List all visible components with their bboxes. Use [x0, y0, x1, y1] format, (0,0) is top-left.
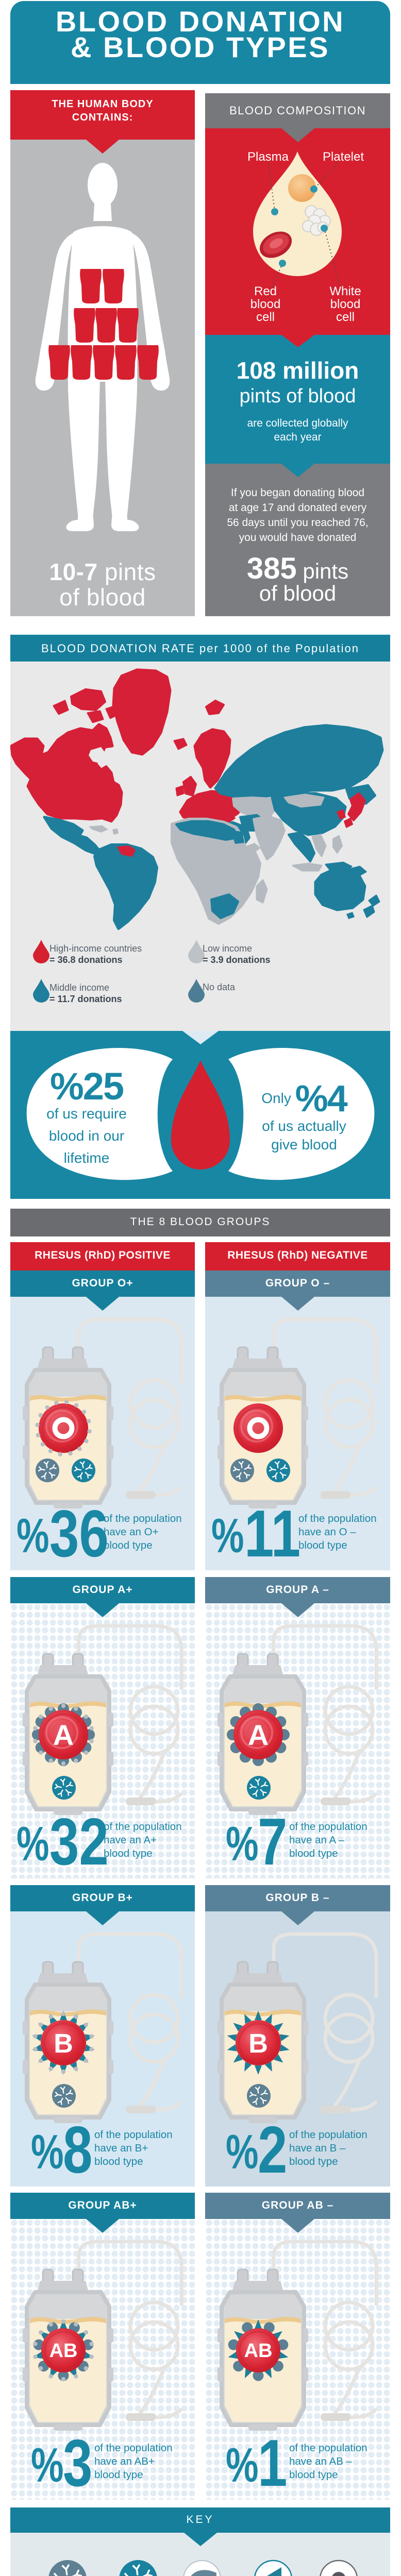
svg-text:B: B [248, 2029, 268, 2059]
svg-text:A: A [53, 1719, 74, 1751]
svg-text:B: B [54, 2029, 73, 2059]
svg-text:AB: AB [49, 2340, 78, 2362]
svg-text:A: A [248, 1719, 269, 1751]
svg-text:AB: AB [244, 2340, 273, 2362]
